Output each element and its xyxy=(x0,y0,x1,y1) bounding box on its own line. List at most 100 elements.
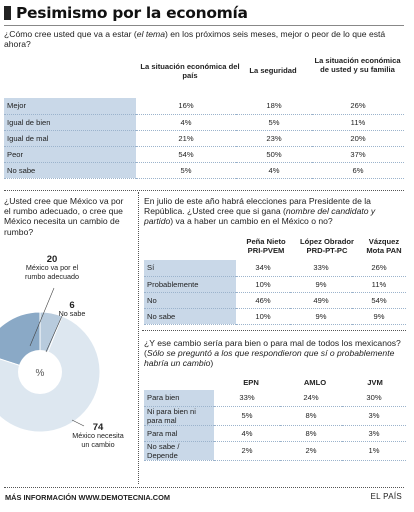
economy-table-cell: 20% xyxy=(312,130,404,147)
pie-label-nosabe: 6 No sabe xyxy=(52,300,92,319)
question-2-text-a: En julio de este año habrá elecciones pa… xyxy=(144,196,371,217)
quality-table-cell: 33% xyxy=(214,390,280,407)
candidate-table-row: Probablemente 10% 9% 11% xyxy=(144,276,406,293)
t1-col-header-1: La seguridad xyxy=(249,66,297,75)
candidate-table-cell: 34% xyxy=(236,260,290,277)
economy-table-row: Peor 54% 50% 37% xyxy=(4,146,404,163)
economy-table-cell: 11% xyxy=(312,114,404,131)
question-1-text-a: ¿Cómo cree usted que va a estar ( xyxy=(4,29,137,39)
footer-source: MÁS INFORMACIÓN WWW.DEMOTECNIA.COM xyxy=(5,493,170,502)
economy-table-row-label: Peor xyxy=(4,146,136,163)
economy-table-row-label: Mejor xyxy=(4,98,136,115)
economy-table-row: Mejor 16% 18% 26% xyxy=(4,98,404,115)
pie-label-rumbo: 20 México va por el rumbo adecuado xyxy=(24,255,80,281)
candidate-change-table: Sí 34% 33% 26% Probablemente 10% 9% 11% No 46% 49%… xyxy=(144,260,406,325)
economy-table-cell: 4% xyxy=(236,162,312,179)
footer-prefix: MÁS INFORMACIÓN xyxy=(5,493,79,502)
candidate-table-row-label: No xyxy=(144,292,236,309)
pie-value-nosabe: 6 xyxy=(69,300,75,311)
candidate-table-row: Sí 34% 33% 26% xyxy=(144,260,406,277)
economy-table-row-label: Igual de bien xyxy=(4,114,136,131)
section-divider xyxy=(4,190,404,191)
quality-table-row: Para bien 33% 24% 30% xyxy=(144,390,406,407)
question-2-text-b: ) va a haber un cambio en el México o no… xyxy=(170,216,333,227)
pie-hole xyxy=(18,350,62,394)
economy-table-row-label: No sabe xyxy=(4,162,136,179)
candidate-table-row-label: Sí xyxy=(144,260,236,277)
economy-table-cell: 26% xyxy=(312,98,404,115)
footer-url[interactable]: WWW.DEMOTECNIA.COM xyxy=(78,493,171,502)
quality-table-cell: 3% xyxy=(342,425,406,442)
economy-table-row-label: Igual de mal xyxy=(4,130,136,147)
quality-table-cell: 2% xyxy=(214,441,280,461)
economy-table-cell: 16% xyxy=(136,98,236,115)
pie-center-label: % xyxy=(36,368,45,379)
economy-table-cell: 5% xyxy=(136,162,236,179)
candidate-table-cell: 26% xyxy=(352,260,406,277)
candidate-table-cell: 33% xyxy=(290,260,352,277)
t2-col-header-2: Vázquez Mota PAN xyxy=(366,237,402,255)
t3-col-header-1: AMLO xyxy=(303,378,327,387)
quality-table-row: No sabe / Depende 2% 2% 1% xyxy=(144,441,406,461)
quality-table-cell: 5% xyxy=(214,406,280,426)
candidate-table-cell: 49% xyxy=(290,292,352,309)
economy-table-row: Igual de bien 4% 5% 11% xyxy=(4,114,404,131)
pie-question: ¿Usted cree que México va por el rumbo a… xyxy=(4,196,124,237)
pie-name-nosabe: No sabe xyxy=(58,309,86,319)
column-divider xyxy=(138,192,139,484)
economy-table-cell: 23% xyxy=(236,130,312,147)
change-quality-table: Para bien 33% 24% 30% Ni para bien ni para m… xyxy=(144,390,406,461)
quality-table-row-label: No sabe / Depende xyxy=(144,441,214,461)
candidate-table-cell: 9% xyxy=(290,308,352,325)
question-1-emphasis: el tema xyxy=(136,29,165,39)
candidate-table-cell: 9% xyxy=(352,308,406,325)
economy-table-cell: 4% xyxy=(136,114,236,131)
economy-table-cell: 50% xyxy=(236,146,312,163)
candidate-table-cell: 54% xyxy=(352,292,406,309)
quality-table-row: Para mal 4% 8% 3% xyxy=(144,425,406,442)
t3-col-header-2: JVM xyxy=(367,378,383,387)
candidate-table-row: No sabe 10% 9% 9% xyxy=(144,308,406,325)
title-rule xyxy=(4,25,404,26)
economy-table-cell: 21% xyxy=(136,130,236,147)
t2-col-header-0: Peña Nieto PRI-PVEM xyxy=(246,237,286,255)
candidate-table-row-label: Probablemente xyxy=(144,276,236,293)
t1-col-header-0: La situación económica del país xyxy=(140,62,240,80)
quality-table-cell: 30% xyxy=(342,390,406,407)
candidate-table-cell: 11% xyxy=(352,276,406,293)
pie-name-rumbo: México va por el rumbo adecuado xyxy=(25,263,79,281)
question-3: ¿Y ese cambio sería para bien o para mal… xyxy=(144,338,406,369)
question-3-emphasis: Sólo se preguntó a los que respondieron … xyxy=(144,348,395,369)
quality-table-cell: 1% xyxy=(342,441,406,461)
pie-leader-line xyxy=(71,419,85,427)
pie-chart: % xyxy=(0,287,101,433)
economy-table-cell: 54% xyxy=(136,146,236,163)
candidate-table-cell: 10% xyxy=(236,308,290,325)
pie-leader-line xyxy=(29,287,55,347)
pie-name-cambio: México necesita un cambio xyxy=(72,431,124,449)
economy-table: Mejor 16% 18% 26% Igual de bien 4% 5% 11% Igual … xyxy=(4,98,404,179)
question-2: En julio de este año habrá elecciones pa… xyxy=(144,196,406,227)
quality-table-cell: 3% xyxy=(342,406,406,426)
question-1: ¿Cómo cree usted que va a estar (el tema… xyxy=(4,29,404,49)
question-1-text-b: ) en los próximos seis meses, mejor o pe… xyxy=(4,29,386,50)
pie-leader-line xyxy=(45,315,63,353)
candidate-table-cell: 9% xyxy=(290,276,352,293)
footer-divider xyxy=(4,487,404,488)
t2-col-header-1: López Obrador PRD-PT-PC xyxy=(299,237,354,255)
candidate-table-cell: 10% xyxy=(236,276,290,293)
pie-value-cambio: 74 xyxy=(92,422,104,433)
quality-table-row-label: Para bien xyxy=(144,390,214,407)
economy-table-cell: 18% xyxy=(236,98,312,115)
page-title: Pesimismo por la economía xyxy=(16,4,248,22)
footer-brand: EL PAÍS xyxy=(370,492,402,501)
pie-label-cambio: 74 México necesita un cambio xyxy=(72,422,124,449)
quality-table-cell: 2% xyxy=(280,441,342,461)
economy-table-row: No sabe 5% 4% 6% xyxy=(4,162,404,179)
quality-table-cell: 24% xyxy=(280,390,342,407)
economy-table-cell: 5% xyxy=(236,114,312,131)
section-divider-2 xyxy=(142,330,406,331)
candidate-table-row-label: No sabe xyxy=(144,308,236,325)
title-marker xyxy=(4,6,11,20)
